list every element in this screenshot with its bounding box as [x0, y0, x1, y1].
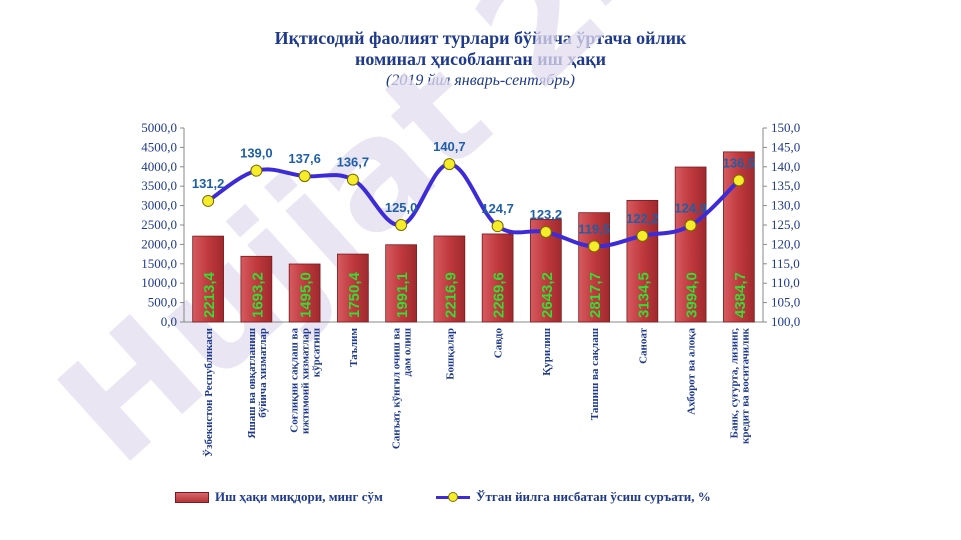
y-right-tick-label: 150,0 — [771, 120, 800, 135]
line-point — [250, 164, 263, 177]
line-point — [395, 219, 408, 231]
bar — [433, 235, 466, 323]
line-value-label: 139,0 — [240, 146, 273, 161]
y-right-tick-label: 110,0 — [771, 275, 800, 290]
bar-value-label: 4384,7 — [732, 272, 749, 318]
line-value-label: 123,2 — [530, 207, 563, 222]
y-right-tick-label: 145,0 — [771, 139, 800, 154]
y-left-tick-label: 4500,0 — [141, 139, 177, 154]
bar — [626, 199, 659, 323]
line-point — [588, 240, 601, 253]
legend-bar-label: Иш ҳақи миқдори, минг сўм — [215, 489, 383, 504]
x-category-label: Ахборот ва алоқа — [686, 328, 698, 415]
x-category-label: Яшаш ва овқатланишбўйича хизматлар — [246, 328, 269, 438]
bar-value-label: 1750,4 — [346, 271, 363, 318]
x-category-label: Бошқалар — [444, 328, 456, 380]
line-point — [298, 170, 311, 183]
y-left-tick-label: 3500,0 — [141, 178, 177, 193]
line-value-label: 140,7 — [433, 139, 466, 154]
line-value-label: 136,5 — [723, 155, 756, 170]
y-right-tick-label: 100,0 — [771, 314, 800, 329]
y-right-tick-label: 130,0 — [771, 198, 800, 213]
line-value-label: 124,9 — [674, 200, 707, 215]
bar-value-label: 2216,9 — [442, 272, 459, 318]
y-right-tick-label: 135,0 — [771, 178, 800, 193]
x-category-label: Таълим — [348, 327, 360, 366]
bar-value-label: 1991,1 — [394, 272, 411, 318]
bar-value-label: 2817,7 — [587, 272, 604, 318]
line-point — [636, 229, 649, 242]
bar-value-label: 2213,4 — [201, 271, 218, 318]
line-point — [539, 225, 552, 238]
bar-value-label: 1693,2 — [249, 272, 266, 318]
chart-subtitle: (2019 йил январь-сентябрь) — [386, 72, 575, 89]
y-right-tick-label: 140,0 — [771, 159, 800, 174]
x-category-label: Банк, суғурта, лизинг,кредит ва воситачи… — [728, 327, 751, 444]
line-point — [732, 174, 745, 187]
bar — [578, 212, 610, 323]
legend-item-line: Ўтган йилга нисбатан ўсиш суръати, % — [436, 489, 711, 505]
x-category-label: Қурилиш — [541, 328, 553, 376]
y-left-tick-label: 1500,0 — [141, 256, 177, 271]
line-value-label: 137,6 — [288, 151, 321, 166]
x-category-label: Соғлиқни сақлаш ваижтимоий хизматларкўрс… — [289, 328, 323, 434]
y-left-tick-label: 1000,0 — [141, 275, 177, 290]
line-point — [346, 173, 359, 186]
bar — [240, 255, 273, 323]
y-right-tick-label: 115,0 — [771, 256, 800, 271]
x-category-label: Санъат, кўнгил очиш вадам олиш — [391, 328, 414, 450]
line-point — [443, 158, 456, 171]
bar-value-label: 1495,0 — [298, 272, 315, 318]
bar — [674, 166, 707, 323]
bar — [288, 263, 321, 323]
y-left-tick-label: 2500,0 — [141, 217, 177, 232]
y-left-tick-label: 2000,0 — [141, 236, 177, 251]
x-category-label: Саноат — [637, 327, 649, 363]
y-left-tick-label: 4000,0 — [141, 159, 177, 174]
y-left-tick-label: 3000,0 — [141, 198, 177, 213]
line-point — [491, 220, 504, 233]
bar — [481, 233, 514, 323]
bar-value-label: 2269,6 — [491, 272, 508, 318]
y-right-tick-label: 105,0 — [771, 295, 800, 310]
legend-line-label: Ўтган йилга нисбатан ўсиш суръати, % — [476, 489, 711, 504]
legend-line-swatch — [436, 492, 470, 502]
watermark: Hujjat 24 — [28, 0, 716, 497]
bar-value-label: 3994,0 — [684, 272, 701, 318]
bar — [337, 253, 369, 323]
y-left-tick-label: 5000,0 — [141, 120, 177, 135]
x-category-label: Ўзбекистон Республикаси — [203, 327, 215, 457]
x-category-label: Ташиш ва сақлаш — [589, 328, 601, 420]
line-value-label: 122,2 — [626, 211, 659, 226]
line-point — [684, 219, 697, 232]
line-value-label: 131,2 — [192, 176, 225, 191]
legend-bar-swatch — [175, 491, 209, 503]
line-value-label: 136,7 — [337, 155, 370, 170]
bar-value-label: 2643,2 — [539, 272, 556, 318]
y-left-tick-label: 0,0 — [161, 314, 177, 329]
chart-title-line2: номинал ҳисобланган иш ҳақи — [354, 49, 607, 69]
legend-item-bars: Иш ҳақи миқдори, минг сўм — [175, 489, 383, 505]
line-value-label: 125,0 — [385, 200, 418, 215]
line-value-label: 119,5 — [578, 221, 610, 236]
line-value-label: 124,7 — [481, 201, 514, 216]
y-right-tick-label: 120,0 — [771, 236, 800, 251]
x-category-label: Савдо — [493, 328, 505, 359]
y-left-tick-label: 500,0 — [148, 295, 177, 310]
chart-title: Иқтисодий фаолият турлари бўйича ўртача … — [274, 28, 687, 48]
line-point — [202, 194, 215, 207]
bar — [192, 235, 224, 323]
bar-value-label: 3134,5 — [635, 272, 652, 318]
y-right-tick-label: 125,0 — [771, 217, 800, 232]
bar — [385, 244, 417, 323]
